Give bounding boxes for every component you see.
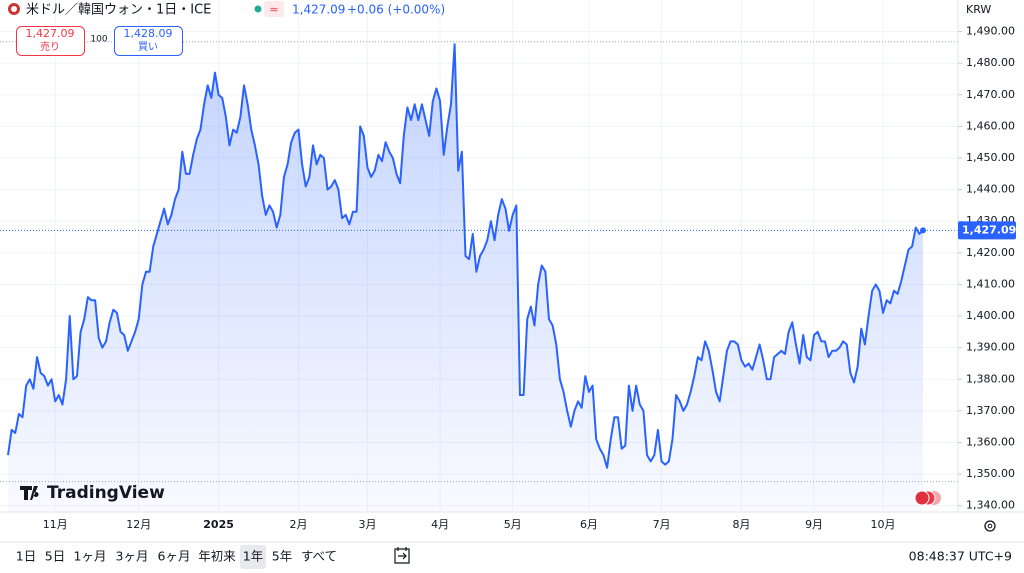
x-tick-label: 5月 [504, 518, 522, 531]
y-tick-label: 1,440.00 [966, 183, 1015, 196]
flag-icon [914, 490, 930, 506]
range-button[interactable]: 1年 [243, 549, 263, 564]
y-tick-label: 1,480.00 [966, 56, 1015, 69]
y-tick-label: 1,390.00 [966, 341, 1015, 354]
x-tick-label: 12月 [126, 518, 151, 531]
y-tick-label: 1,370.00 [966, 404, 1015, 417]
range-button[interactable]: 年初来 [198, 549, 236, 564]
change: +0.06 (+0.00%) [347, 3, 445, 17]
y-tick-label: 1,410.00 [966, 277, 1015, 290]
brand: TradingView [47, 483, 165, 503]
range-button[interactable]: 1ヶ月 [74, 549, 107, 564]
line [7, 43, 924, 469]
spread: 100 [90, 35, 107, 45]
settings-icon[interactable] [984, 520, 996, 532]
range-button[interactable]: 3ヶ月 [116, 549, 149, 564]
range-button[interactable]: すべて [301, 549, 337, 564]
x-tick-label: 11月 [43, 518, 68, 531]
y-tick-label: 1,400.00 [966, 309, 1015, 322]
sell-button[interactable] [16, 26, 85, 56]
sell-label: 売り [40, 40, 60, 53]
price: 1,427.09 [292, 3, 345, 17]
area [8, 44, 923, 512]
range-button[interactable]: 6ヶ月 [158, 549, 191, 564]
y-tick-label: 1,450.00 [966, 151, 1015, 164]
buy-price: 1,428.09 [124, 27, 173, 40]
sell-price: 1,427.09 [26, 27, 75, 40]
status-dot [254, 5, 262, 13]
status-icon: ≈ [269, 3, 278, 16]
clock: 08:48:37 UTC+9 [909, 549, 1012, 564]
range-button-active [240, 545, 266, 569]
x-tick-label: 4月 [431, 518, 449, 531]
range-button[interactable]: 1日 [16, 549, 36, 564]
plot [0, 41, 958, 512]
settings-icon [987, 523, 993, 529]
brand-icon [20, 486, 39, 500]
status-badge [264, 1, 284, 17]
range-button[interactable]: 5年 [272, 549, 292, 564]
buy-label: 買い [138, 41, 158, 53]
y-tick-label: 1,350.00 [966, 467, 1015, 480]
symbol[interactable]: 米ドル／韓国ウォン・1日・ICE [26, 3, 211, 18]
range-button[interactable]: 5日 [45, 549, 65, 564]
x-tick-label: 3月 [358, 518, 376, 531]
x-tick-label: 10月 [871, 518, 896, 531]
y-tick-label: 1,460.00 [966, 119, 1015, 132]
x-tick-label: 9月 [805, 518, 823, 531]
y-tick-label: 1,340.00 [966, 499, 1015, 512]
x-tick-label: 2025 [203, 518, 234, 531]
date-range-icon[interactable] [394, 547, 410, 564]
axis: 1,340.00 1,350.00 1,360.00 1,370.00 1,380.00… [43, 25, 1017, 531]
y-tick-label: 1,360.00 [966, 435, 1015, 448]
buy-button[interactable] [114, 26, 183, 56]
price-tag [958, 221, 1016, 240]
toolbar: 1日 5日 1ヶ月 3ヶ月 6ヶ月 年初来 1年 5年 すべて [16, 545, 337, 569]
currency[interactable]: KRW [966, 3, 991, 16]
y-tick-label: 1,380.00 [966, 372, 1015, 385]
y-tick-label: 1,490.00 [966, 25, 1015, 38]
x-tick-label: 6月 [580, 518, 598, 531]
y-tick-label: 1,470.00 [966, 88, 1015, 101]
x-tick-label: 7月 [653, 518, 671, 531]
price-tag-label: 1,427.09 [962, 223, 1016, 236]
last-point [920, 227, 926, 234]
x-tick-label: 2月 [289, 518, 307, 531]
x-tick-label: 8月 [732, 518, 750, 531]
flag-icon [11, 6, 17, 12]
y-tick-label: 1,420.00 [966, 246, 1015, 259]
